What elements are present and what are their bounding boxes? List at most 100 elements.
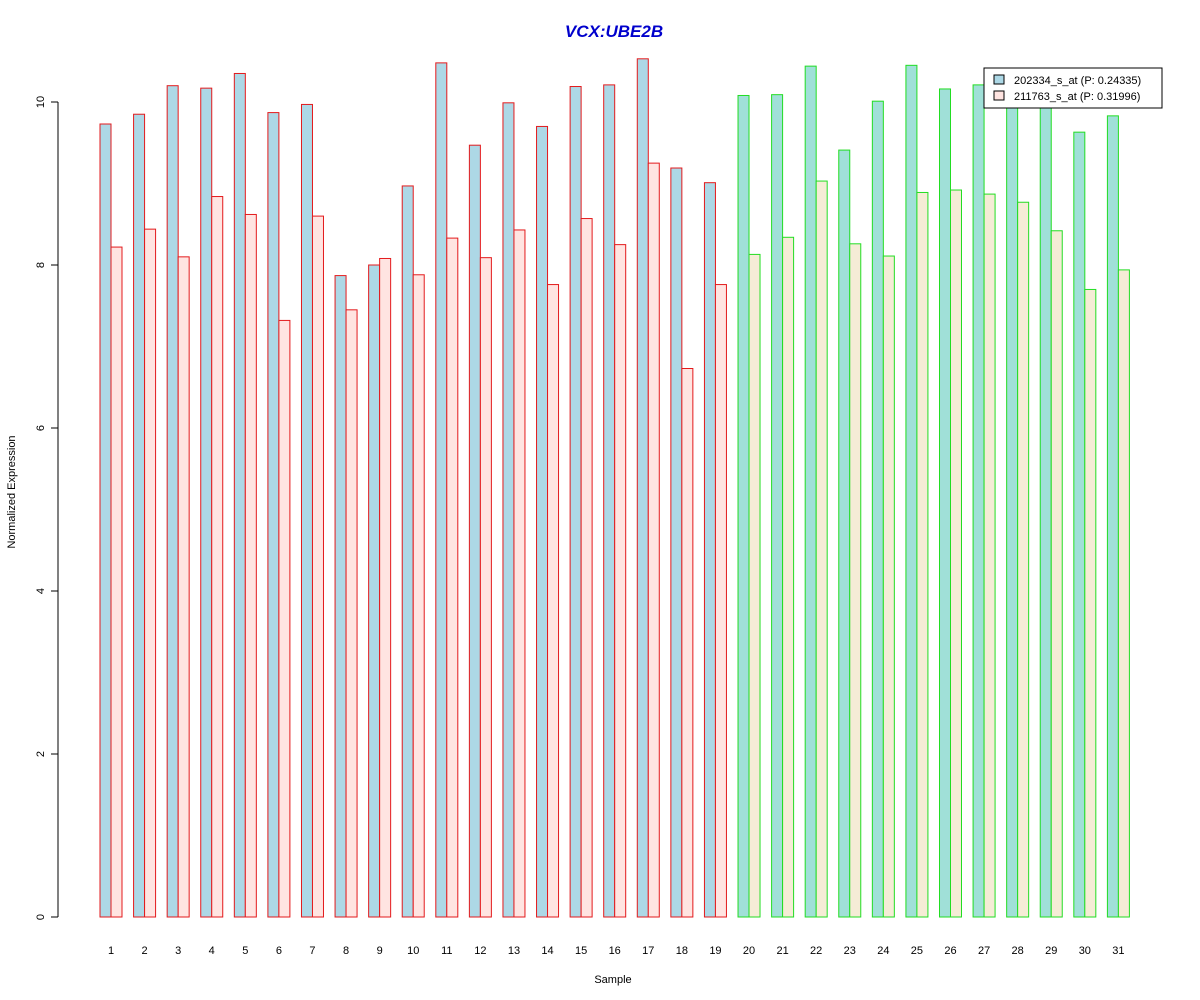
legend-label-series-1: 202334_s_at (P: 0.24335) (1014, 75, 1141, 87)
bar-sample-13-series-2 (513, 229, 526, 918)
x-tick-label: 21 (776, 945, 788, 957)
bar-sample-3-series-2 (177, 256, 190, 918)
x-tick-label: 31 (1112, 945, 1124, 957)
bar-sample-14-series-1 (536, 125, 549, 918)
bar-sample-22-series-1 (804, 65, 817, 918)
bar-sample-3-series-1 (166, 85, 179, 918)
bar-sample-2-series-1 (133, 113, 146, 918)
bar-sample-17-series-1 (636, 58, 649, 918)
x-tick-label: 15 (575, 945, 587, 957)
bar-sample-29-series-1 (1039, 101, 1052, 918)
x-tick-label: 22 (810, 945, 822, 957)
legend-label-series-2: 211763_s_at (P: 0.31996) (1014, 91, 1140, 103)
bar-sample-9-series-1 (368, 264, 381, 918)
x-tick-label: 25 (911, 945, 923, 957)
x-tick-label: 9 (377, 945, 383, 957)
x-tick-label: 23 (844, 945, 856, 957)
bar-sample-27-series-1 (972, 84, 985, 918)
bar-sample-30-series-1 (1073, 131, 1086, 918)
y-tick-label: 2 (35, 751, 47, 757)
bars-group (99, 58, 1130, 918)
x-axis-tick-labels: 1 2 3 4 5 6 7 8 9 10 11 12 13 14 15 16 17 18 19 20 21 22 23 24 2… (108, 945, 1125, 957)
x-tick-label: 8 (343, 945, 349, 957)
x-axis-label: Sample (594, 974, 631, 986)
x-tick-label: 30 (1079, 945, 1091, 957)
bar-sample-10-series-2 (412, 274, 425, 918)
y-axis: 0 2 4 6 8 10 (35, 96, 59, 920)
x-tick-label: 11 (441, 945, 452, 957)
y-tick-label: 10 (35, 96, 47, 108)
bar-sample-26-series-1 (939, 88, 951, 918)
bar-sample-5-series-2 (244, 213, 257, 918)
bar-sample-2-series-2 (144, 228, 157, 918)
bar-sample-20-series-2 (748, 253, 761, 918)
bar-sample-1-series-2 (110, 246, 123, 918)
bar-sample-19-series-1 (703, 182, 716, 918)
bar-sample-7-series-1 (300, 103, 313, 918)
bar-sample-21-series-1 (771, 94, 784, 918)
x-tick-label: 3 (175, 945, 181, 957)
bar-sample-19-series-2 (714, 284, 727, 918)
x-tick-label: 24 (877, 945, 889, 957)
bar-sample-5-series-1 (233, 72, 246, 918)
bar-sample-8-series-1 (334, 275, 347, 918)
bar-sample-27-series-2 (983, 193, 996, 918)
bar-sample-1-series-1 (99, 123, 112, 918)
bar-sample-31-series-1 (1106, 115, 1119, 918)
x-tick-label: 5 (242, 945, 248, 957)
y-tick-label: 4 (35, 588, 47, 594)
x-tick-label: 14 (541, 945, 553, 957)
bar-sample-16-series-2 (614, 244, 627, 918)
legend-swatch-series-2 (993, 90, 1005, 101)
x-tick-label: 27 (978, 945, 990, 957)
bar-sample-24-series-2 (882, 255, 895, 918)
x-tick-label: 10 (407, 945, 419, 957)
x-tick-label: 7 (309, 945, 315, 957)
bar-sample-8-series-2 (345, 309, 358, 918)
bar-sample-15-series-2 (580, 218, 593, 918)
y-tick-label: 6 (35, 425, 47, 431)
x-tick-label: 18 (676, 945, 688, 957)
bar-sample-25-series-1 (905, 64, 918, 918)
bar-sample-12-series-1 (468, 144, 481, 918)
x-tick-label: 19 (709, 945, 721, 957)
bar-sample-15-series-1 (569, 86, 582, 918)
bar-sample-29-series-2 (1050, 230, 1063, 918)
bar-sample-16-series-1 (603, 84, 616, 918)
bar-sample-17-series-2 (647, 162, 660, 918)
bar-sample-13-series-1 (502, 102, 515, 918)
bar-sample-12-series-2 (479, 257, 492, 918)
x-tick-label: 20 (743, 945, 755, 957)
x-tick-label: 16 (609, 945, 621, 957)
bar-sample-11-series-2 (446, 237, 459, 918)
x-tick-label: 28 (1012, 945, 1024, 957)
bar-sample-6-series-2 (278, 319, 291, 918)
x-tick-label: 1 (108, 945, 114, 957)
y-axis-label: Normalized Expression (6, 435, 18, 548)
bar-sample-9-series-2 (379, 257, 392, 918)
bar-sample-7-series-2 (311, 215, 324, 918)
bar-sample-4-series-1 (200, 87, 213, 918)
bar-sample-10-series-1 (401, 185, 414, 918)
x-tick-label: 29 (1045, 945, 1057, 957)
bar-sample-23-series-1 (838, 149, 851, 918)
y-tick-label: 0 (35, 914, 47, 920)
bar-sample-20-series-1 (737, 94, 750, 918)
x-tick-label: 26 (944, 945, 956, 957)
legend: 202334_s_at (P: 0.24335) 211763_s_at (P:… (983, 67, 1163, 109)
bar-sample-4-series-2 (211, 196, 224, 918)
x-tick-label: 6 (276, 945, 282, 957)
x-tick-label: 4 (209, 945, 215, 957)
bar-sample-14-series-2 (547, 284, 560, 918)
bar-sample-28-series-2 (1017, 201, 1030, 918)
bar-sample-26-series-2 (950, 189, 962, 918)
x-tick-label: 17 (642, 945, 654, 957)
bar-sample-24-series-1 (871, 100, 884, 918)
chart-title: VCX:UBE2B (565, 22, 663, 41)
legend-box (983, 67, 1163, 109)
bar-sample-30-series-2 (1084, 288, 1097, 918)
bar-sample-25-series-2 (916, 191, 929, 918)
legend-swatch-series-1 (993, 74, 1005, 85)
bar-sample-18-series-2 (681, 368, 694, 918)
